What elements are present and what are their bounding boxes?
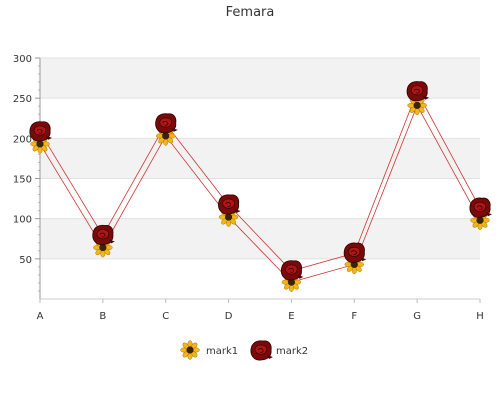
legend-item-mark2[interactable]: mark2 bbox=[250, 340, 308, 361]
data-point-mark2[interactable] bbox=[92, 224, 116, 246]
data-point-mark2[interactable] bbox=[155, 113, 179, 134]
y-tick-label: 150 bbox=[13, 175, 32, 186]
y-tick-label: 200 bbox=[13, 134, 32, 145]
x-tick-label: B bbox=[99, 311, 106, 322]
legend-label-mark2: mark2 bbox=[276, 346, 308, 357]
data-point-mark2[interactable] bbox=[469, 197, 493, 218]
legend-item-mark1[interactable]: mark1 bbox=[180, 340, 239, 360]
chart-title: Femara bbox=[226, 5, 275, 20]
x-tick-label: D bbox=[225, 311, 233, 322]
y-tick-label: 300 bbox=[13, 54, 32, 65]
legend: mark1 mark2 bbox=[180, 340, 308, 361]
series-line-mark1 bbox=[39, 104, 481, 283]
x-tick-label: C bbox=[162, 311, 169, 322]
legend-rose-icon bbox=[250, 340, 274, 361]
data-point-mark2[interactable] bbox=[217, 194, 242, 215]
y-tick-label: 100 bbox=[13, 215, 32, 226]
x-tick-label: H bbox=[476, 311, 484, 322]
grid-band bbox=[40, 218, 480, 259]
series-markers bbox=[29, 80, 493, 293]
series-lines bbox=[39, 90, 481, 283]
data-point-mark2[interactable] bbox=[406, 80, 430, 102]
x-tick-labels: A B C D E F G H bbox=[37, 311, 484, 322]
data-point-mark2[interactable] bbox=[29, 121, 53, 142]
y-tick-label: 50 bbox=[19, 255, 32, 266]
x-tick-label: F bbox=[351, 311, 357, 322]
legend-sunflower-icon bbox=[180, 340, 200, 360]
x-tick-label: E bbox=[288, 311, 294, 322]
legend-label-mark1: mark1 bbox=[206, 346, 238, 357]
data-point-mark2[interactable] bbox=[280, 260, 304, 281]
axes bbox=[39, 58, 481, 303]
grid-bands bbox=[40, 58, 480, 259]
y-tick-label: 250 bbox=[13, 94, 32, 105]
data-point-mark2[interactable] bbox=[343, 242, 367, 263]
x-tick-label: G bbox=[413, 311, 421, 322]
series-line-mark2 bbox=[39, 90, 481, 272]
grid-band bbox=[40, 138, 480, 179]
y-tick-labels: 50 100 150 200 250 300 bbox=[13, 54, 32, 266]
x-tick-label: A bbox=[37, 311, 44, 322]
